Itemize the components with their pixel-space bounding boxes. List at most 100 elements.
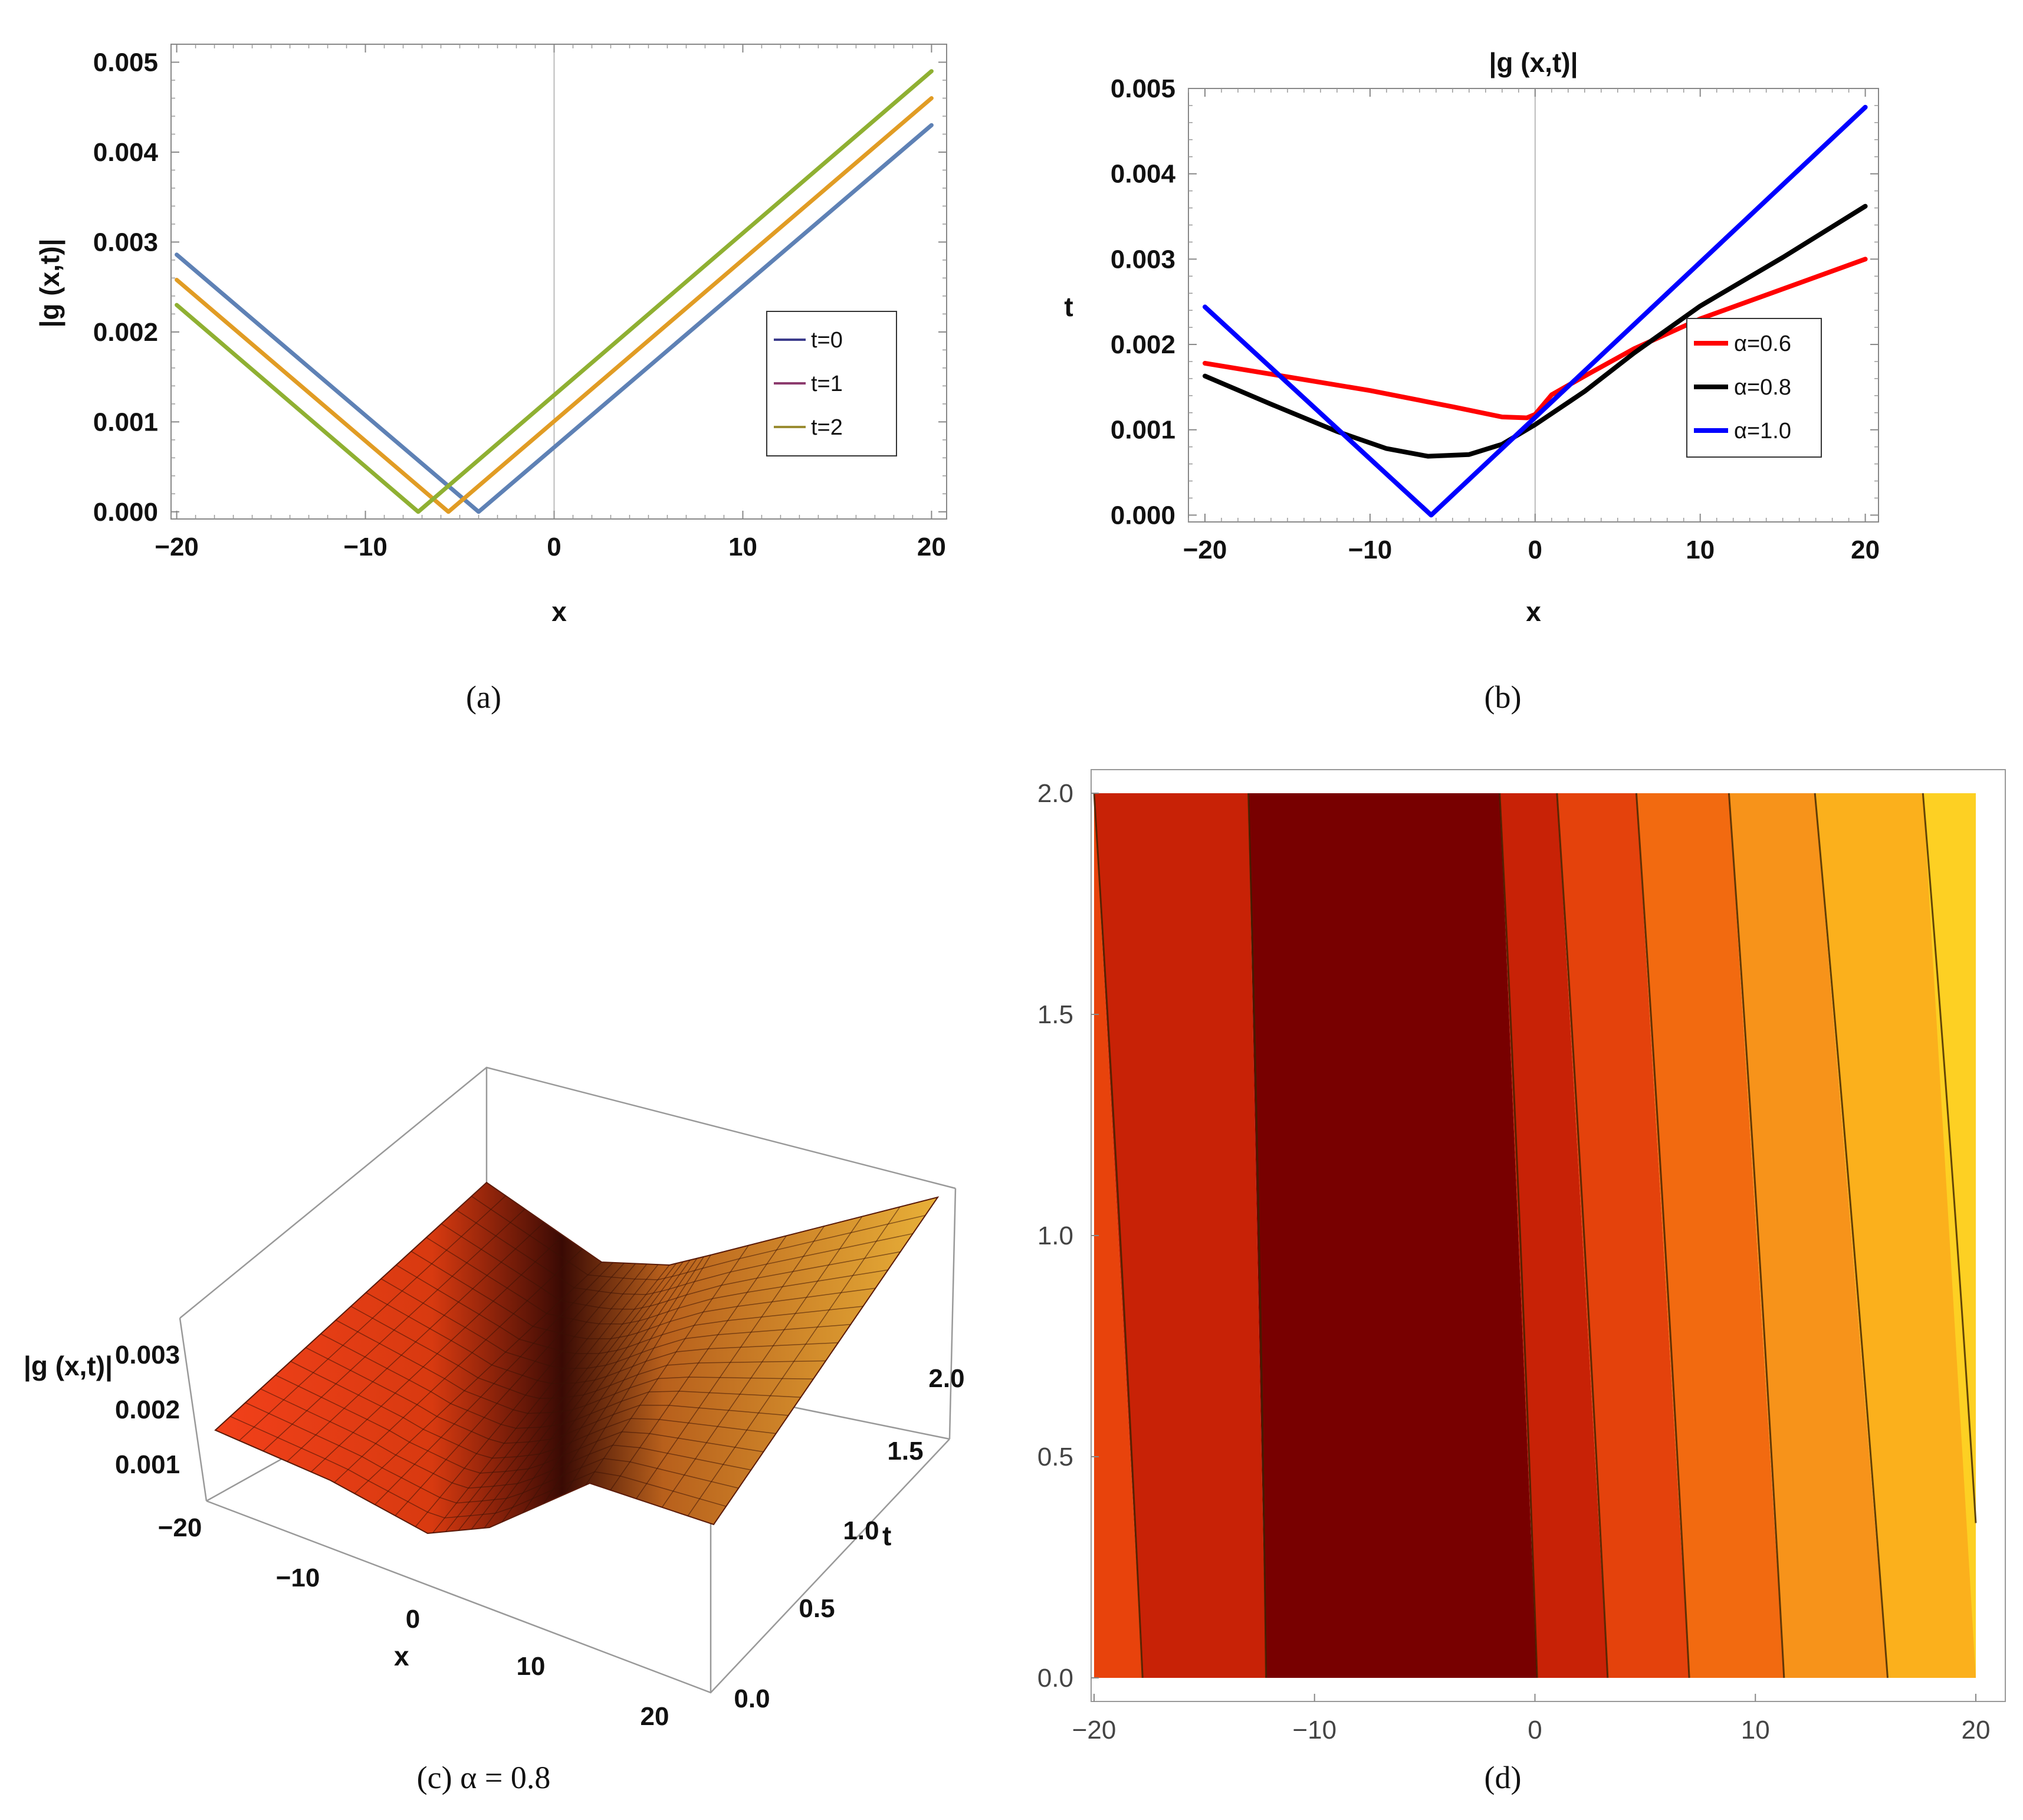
panel-c-z-tick-label: 0.003: [115, 1341, 180, 1369]
mesh-line-t: [410, 1251, 876, 1339]
surface-body: [214, 1181, 940, 1535]
panel-b-y-tick-label: 0.002: [1111, 330, 1175, 359]
panel-b-ticks: −20 −10 0 10 20 0.000 0.001 0.002 0.003 0.004 0.00…: [1111, 74, 1880, 564]
legend-label-alpha08: α=0.8: [1734, 375, 1791, 400]
panel-b-x-tick-label: 10: [1686, 536, 1715, 564]
panel-c-z-axis-label: |g (x,t)|: [24, 1351, 113, 1381]
panel-c-z-tick-label: 0.002: [115, 1395, 180, 1424]
panel-a-x-axis-label: x: [551, 596, 567, 627]
panel-b-x-tick-label: 20: [1851, 536, 1880, 564]
contour-line: [1728, 793, 1785, 1678]
contour-line: [1814, 793, 1889, 1678]
panel-b-line-chart: |g (x,t)| −20 −10 0 10 20 0.000 0.001 0.002 0.00…: [1064, 47, 1880, 715]
contour-band: [1094, 793, 1266, 1678]
contour-band: [1556, 793, 1690, 1678]
panel-c-t-tick-label: 2.0: [928, 1364, 964, 1393]
panel-d-x-tick-label: 10: [1741, 1716, 1770, 1745]
panel-b-y-tick-label: 0.003: [1111, 245, 1175, 274]
contour-band: [1815, 793, 1976, 1678]
contour-line: [1093, 793, 1144, 1678]
panel-a-legend: t=0 t=1 t=2: [766, 311, 897, 456]
contour-lines: [1093, 793, 1977, 1678]
mesh-line-t: [305, 1347, 789, 1444]
box-bottom-edges: [206, 1438, 950, 1694]
panel-d-ticks: −20 −10 0 10 20 0.0 0.5 1.0 1.5 2.0: [1037, 779, 1991, 1745]
panel-c-x-tick-label: −20: [158, 1513, 202, 1542]
panel-d-y-tick-label: 0.5: [1037, 1443, 1073, 1471]
legend-label-t1: t=1: [811, 372, 843, 396]
legend-label-t0: t=0: [811, 328, 843, 353]
panel-c-x-tick-label: 10: [517, 1652, 546, 1681]
contour-bands: [1094, 793, 1976, 1678]
mesh-line-t: [230, 1416, 727, 1519]
panel-c-z-tick-label: 0.001: [115, 1450, 180, 1479]
panel-b-x-axis-label: x: [1526, 596, 1541, 627]
panel-a-y-axis-label: |g (x,t)|: [34, 239, 65, 328]
contour-line: [1247, 793, 1267, 1678]
contour-line: [1635, 793, 1690, 1678]
panel-b-x-tick-label: −10: [1348, 536, 1393, 564]
panel-d-x-tick-label: −20: [1072, 1716, 1116, 1745]
mesh-line-t: [275, 1375, 764, 1474]
box-vertical-left: [179, 1318, 208, 1502]
contour-band: [1636, 793, 1784, 1678]
panel-c-t-axis-label: t: [882, 1520, 891, 1551]
panel-d-contour-plot: −20 −10 0 10 20 0.0 0.5 1.0 1.5 2.0 (d): [1037, 769, 2006, 1795]
mesh-line-t: [441, 1223, 901, 1310]
panel-c-t-tick-label: 1.0: [843, 1516, 879, 1545]
mesh-line-t: [336, 1319, 813, 1414]
panel-d-y-tick-label: 1.5: [1037, 1000, 1073, 1029]
mesh-line-t: [456, 1210, 913, 1295]
panel-c-t-tick-label: 0.0: [734, 1684, 770, 1713]
panel-a-y-tick-label: 0.001: [93, 408, 158, 436]
panel-b-y-tick-label: 0.001: [1111, 416, 1175, 445]
panel-b-series-line-3: [1203, 104, 1868, 518]
panel-c-ticks: −20 −10 0 10 20 0.0 0.5 1.0 1.5 2.0 0.001 0.002 0.00…: [115, 1341, 965, 1731]
legend-label-t2: t=2: [811, 415, 843, 440]
panel-d-caption: (d): [1485, 1760, 1522, 1795]
panel-b-y-tick-label: 0.005: [1111, 74, 1175, 103]
panel-b-legend: α=0.6 α=0.8 α=1.0: [1686, 318, 1822, 458]
panel-a-y-tick-label: 0.000: [93, 498, 158, 527]
panel-d-x-tick-label: −10: [1292, 1716, 1336, 1745]
mesh-line-t: [260, 1388, 751, 1489]
legend-label-alpha10: α=1.0: [1734, 419, 1791, 443]
panel-d-x-tick-label: 20: [1962, 1716, 1991, 1745]
panel-a-y-tick-label: 0.002: [93, 318, 158, 347]
mesh-line-t: [380, 1278, 851, 1369]
legend-label-alpha06: α=0.6: [1734, 331, 1791, 356]
panel-b-x-tick-label: 0: [1528, 536, 1542, 564]
panel-b-y-axis-label: t: [1064, 291, 1073, 322]
panel-c-t-tick-label: 0.5: [799, 1594, 835, 1623]
panel-c-caption: (c) α = 0.8: [417, 1760, 551, 1795]
panel-a-y-tick-label: 0.005: [93, 48, 158, 77]
contour-line: [1499, 793, 1538, 1678]
mesh-line-t: [396, 1264, 863, 1355]
panel-a-y-tick-label: 0.003: [93, 228, 158, 257]
contour-band: [1923, 793, 1976, 1678]
contour-band: [1248, 793, 1538, 1678]
contour-band: [1729, 793, 1888, 1678]
panel-a-x-tick-label: 10: [728, 533, 757, 561]
panel-a-x-tick-label: −10: [343, 533, 387, 561]
contour-line: [1556, 793, 1609, 1678]
panel-d-y-tick-label: 0.0: [1037, 1664, 1073, 1693]
contour-band: [1499, 793, 1608, 1678]
panel-a-series-line-2: [175, 96, 934, 514]
panel-c-t-tick-label: 1.5: [887, 1437, 923, 1466]
mesh-line-t: [471, 1195, 926, 1280]
panel-b-caption: (b): [1485, 679, 1522, 715]
panel-a-series: [175, 69, 934, 514]
panel-b-title: |g (x,t)|: [1489, 47, 1578, 78]
panel-a-caption: (a): [466, 679, 501, 715]
mesh-line-t: [426, 1237, 888, 1325]
mesh-line-t: [350, 1306, 826, 1400]
surface-mesh: [230, 1195, 926, 1533]
mesh-line-t: [320, 1333, 801, 1429]
panel-b-frame: [1188, 88, 1879, 523]
mesh-line-t: [366, 1292, 839, 1384]
panel-b-x-tick-label: −20: [1183, 536, 1227, 564]
panel-d-x-tick-label: 0: [1528, 1716, 1542, 1745]
panel-a-frame: [170, 44, 947, 520]
panel-d-y-tick-label: 1.0: [1037, 1221, 1073, 1250]
